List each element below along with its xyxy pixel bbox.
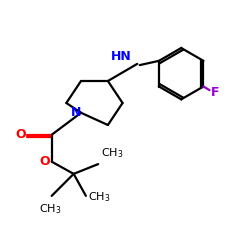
Text: O: O [15, 128, 26, 141]
Text: CH$_3$: CH$_3$ [39, 202, 62, 216]
Text: O: O [40, 155, 50, 168]
Text: HN: HN [111, 50, 132, 63]
Text: F: F [211, 86, 219, 99]
Text: CH$_3$: CH$_3$ [100, 147, 123, 160]
Text: CH$_3$: CH$_3$ [88, 190, 111, 204]
Text: N: N [70, 106, 81, 119]
